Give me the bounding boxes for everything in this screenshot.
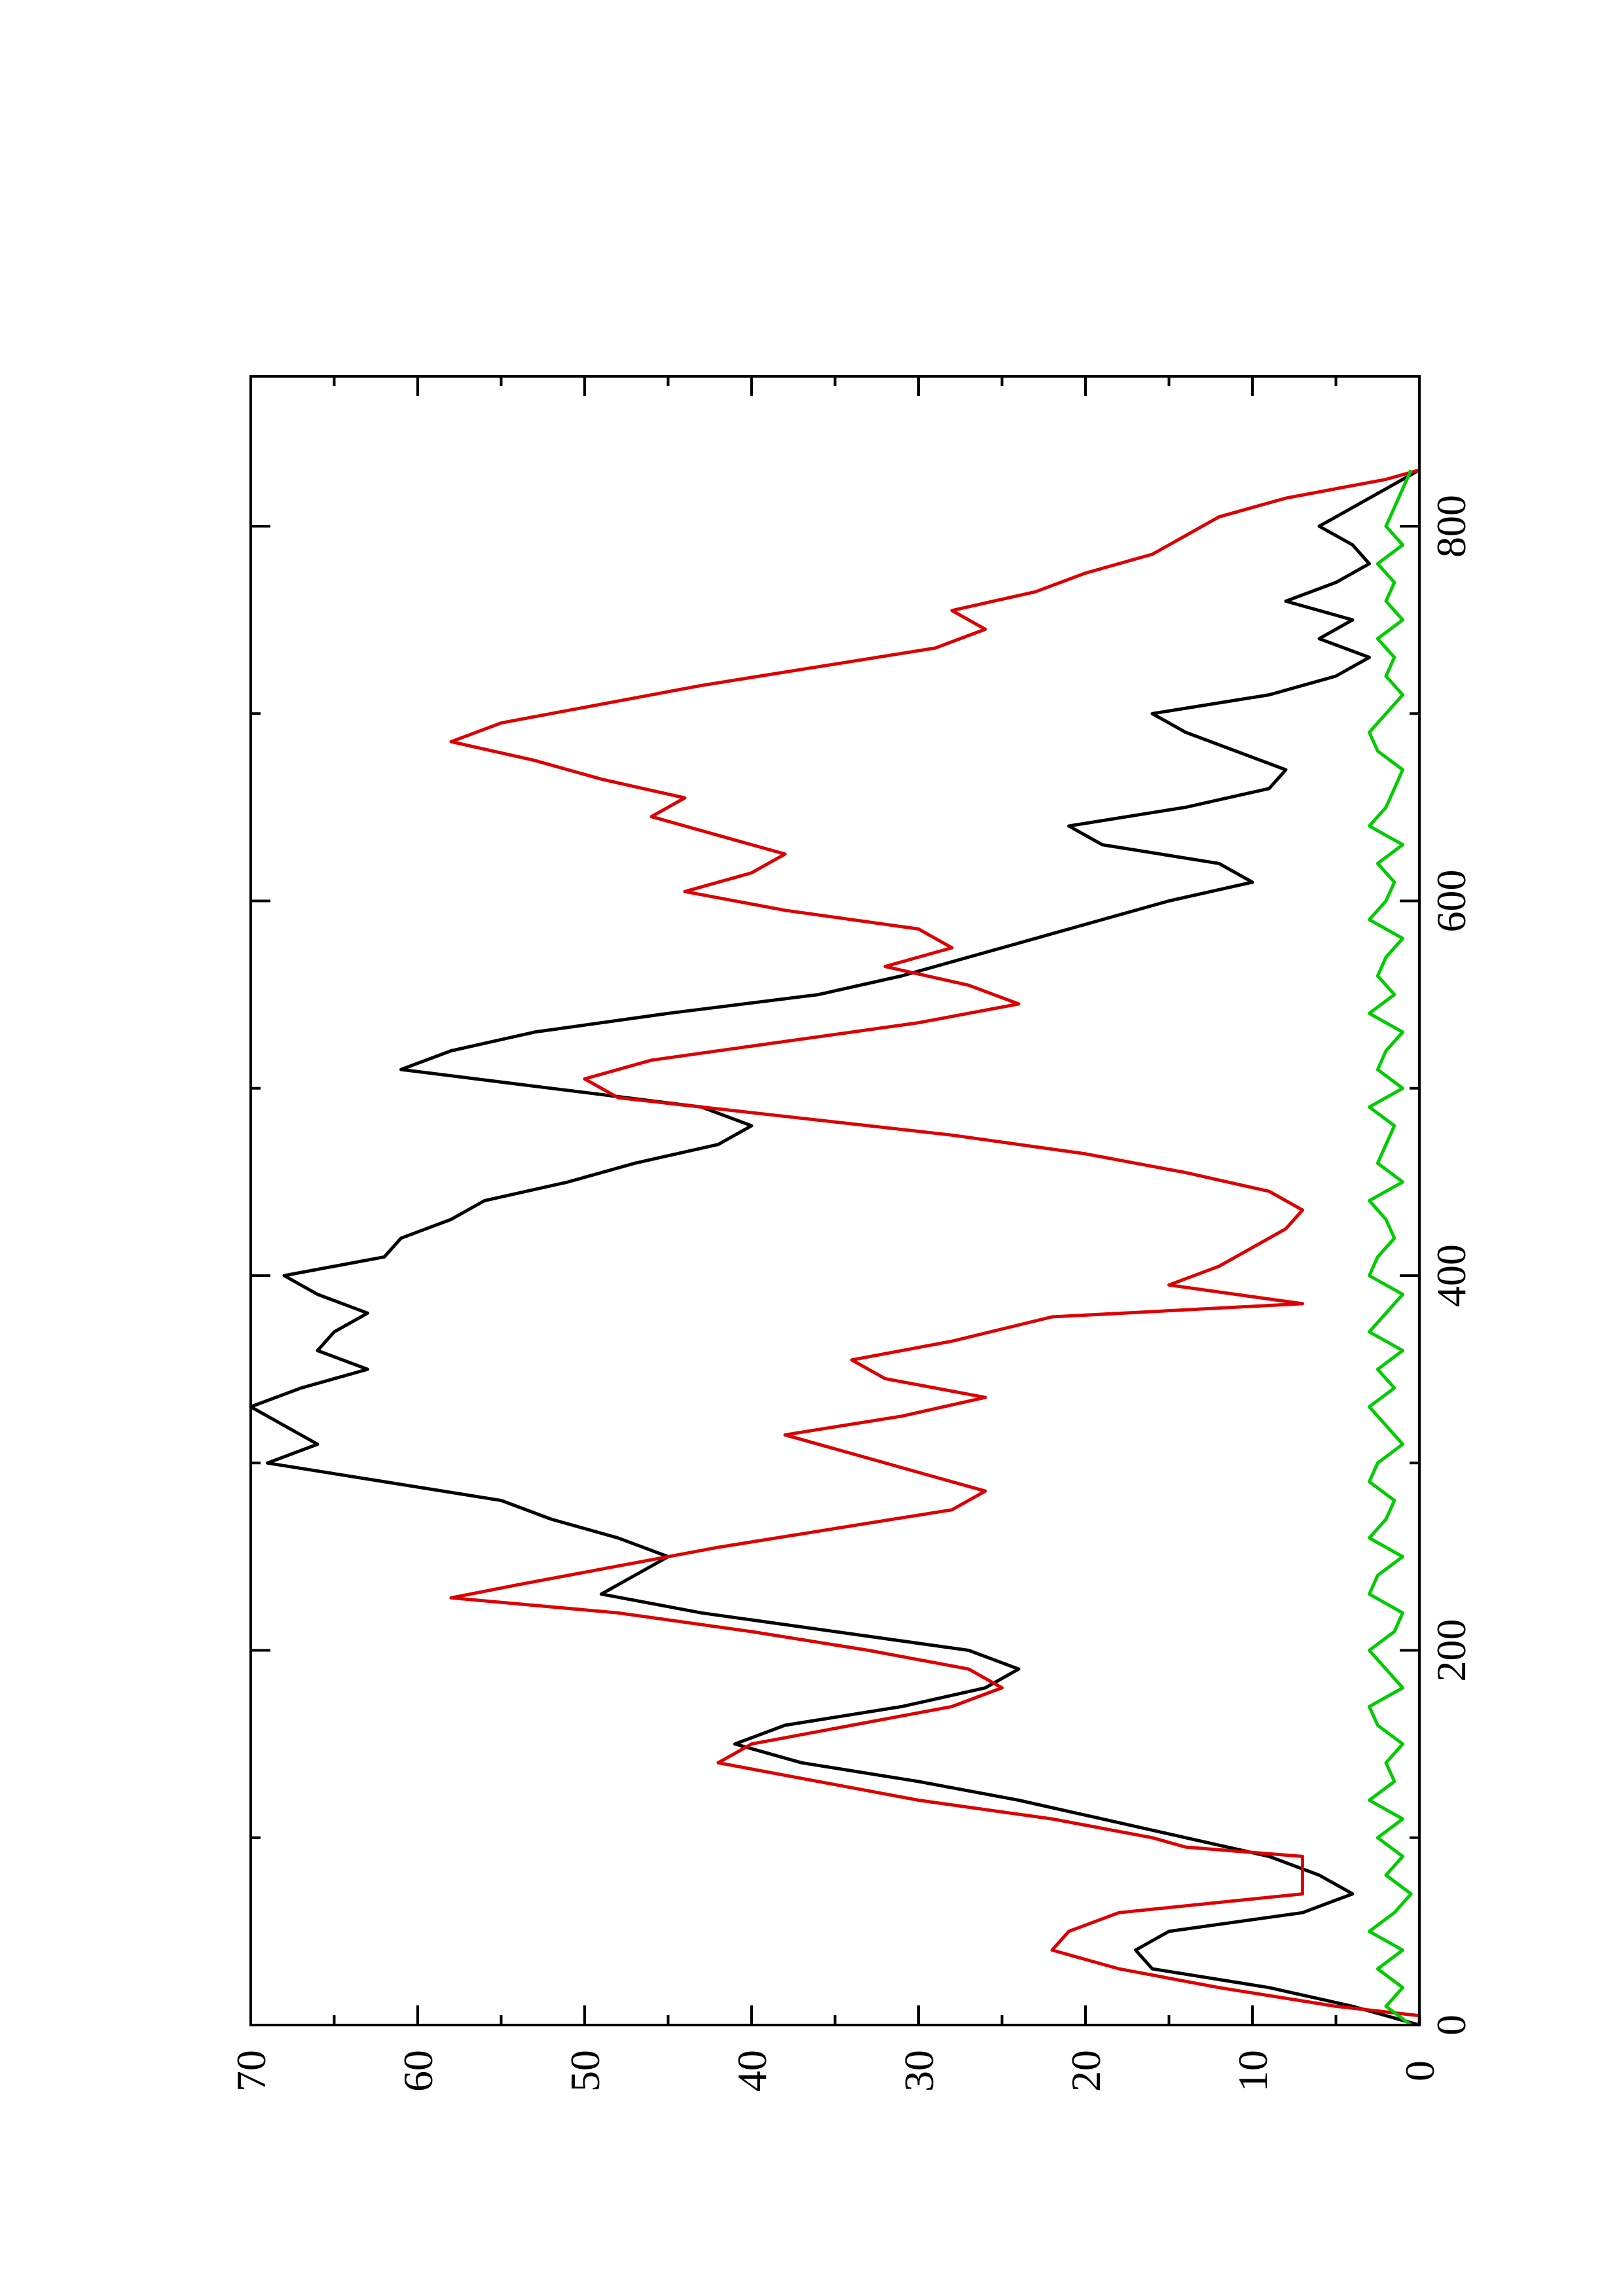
y-tick-label: 20 bbox=[1063, 2050, 1109, 2092]
plot-frame bbox=[249, 375, 1421, 2026]
axis-ticks bbox=[249, 376, 1421, 2026]
x-tick-label: 0 bbox=[1428, 2015, 1474, 2036]
y-tick-label: 30 bbox=[896, 2050, 942, 2092]
x-tick-label: 200 bbox=[1428, 1619, 1474, 1682]
x-tick-label: 600 bbox=[1428, 870, 1474, 933]
y-tick-label: 70 bbox=[228, 2050, 274, 2092]
y-tick-label: 10 bbox=[1230, 2050, 1276, 2092]
y-tick-label: 50 bbox=[562, 2050, 608, 2092]
green-series-line bbox=[1368, 469, 1413, 2027]
tick-labels: 0 200 400 600 800 0 10 20 30 40 50 60 70 bbox=[228, 495, 1474, 2092]
x-tick-label: 800 bbox=[1428, 495, 1474, 558]
y-tick-label: 0 bbox=[1396, 2060, 1443, 2081]
y-tick-label: 60 bbox=[395, 2050, 441, 2092]
red-series-line bbox=[449, 468, 1421, 2025]
series-layer bbox=[249, 468, 1421, 2027]
black-series-line bbox=[249, 468, 1421, 2027]
y-tick-label: 40 bbox=[729, 2050, 775, 2092]
x-tick-label: 400 bbox=[1428, 1244, 1474, 1307]
